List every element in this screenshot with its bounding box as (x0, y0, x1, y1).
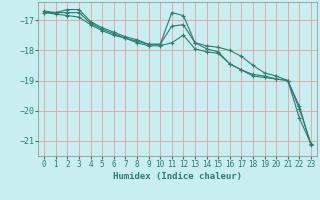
X-axis label: Humidex (Indice chaleur): Humidex (Indice chaleur) (113, 172, 242, 181)
